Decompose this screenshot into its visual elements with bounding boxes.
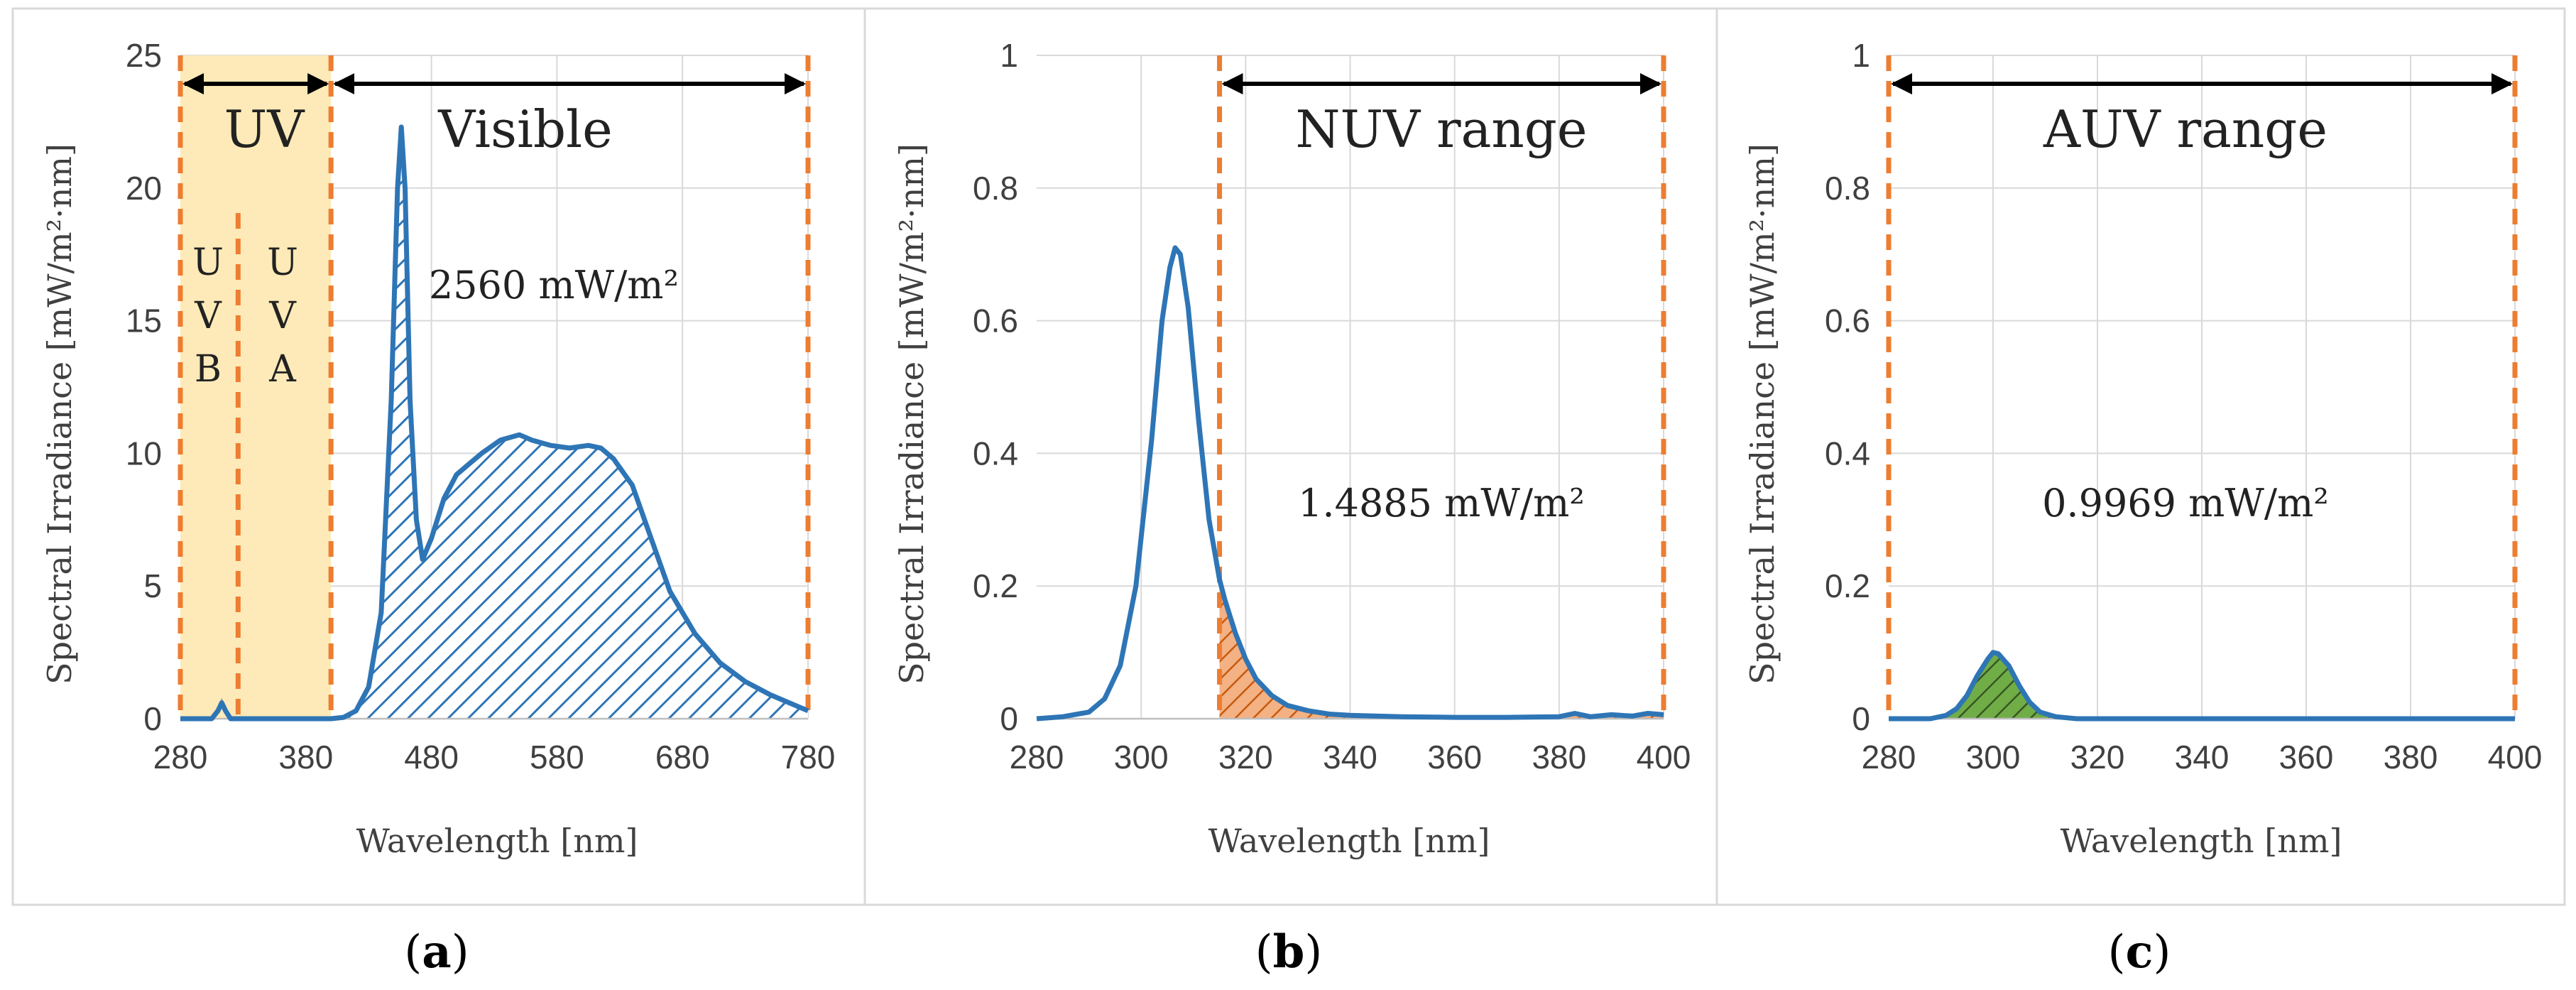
panel-b-range-label: NUV range (1296, 99, 1588, 159)
panel-a-uva-letter-1: U (267, 241, 298, 284)
c-y-tick-label: 0.4 (1825, 435, 1870, 472)
panel-b-y-ticks: 0 0.2 0.4 0.6 0.8 1 (973, 37, 1018, 737)
a-x-tick-label: 580 (530, 739, 584, 776)
panel-a-uv-region (180, 55, 332, 719)
a-y-tick-label: 15 (126, 303, 162, 339)
b-y-tick-label: 0.4 (973, 435, 1018, 472)
panel-a-uvb-letter-2: V (194, 295, 222, 337)
panel-a-x-axis-label: Wavelength [nm] (356, 822, 638, 860)
c-x-tick-label: 380 (2384, 739, 2438, 776)
panel-a-x-ticks: 280 380 480 580 680 780 (153, 739, 836, 776)
b-y-tick-label: 0.2 (973, 567, 1018, 604)
panel-b-value-annotation: 1.4885 mW/m² (1298, 481, 1585, 526)
panel-a-uvb-letter-1: U (192, 241, 224, 284)
panel-a-y-axis-label: Spectral Irradiance [mW/m²·nm] (40, 143, 79, 685)
panel-c-x-ticks: 280 300 320 340 360 380 400 (1862, 739, 2543, 776)
panel-c-caption-letter: c (2126, 925, 2154, 979)
panel-b-gridlines (1037, 55, 1664, 719)
c-x-tick-label: 320 (2070, 739, 2125, 776)
panel-c-value-annotation: 0.9969 mW/m² (2042, 481, 2329, 526)
b-x-tick-label: 340 (1323, 739, 1377, 776)
c-y-tick-label: 0.2 (1825, 567, 1870, 604)
panel-b-caption: (b) (1255, 925, 1323, 979)
b-y-tick-label: 0 (1000, 700, 1018, 737)
panel-b-y-axis-label: Spectral Irradiance [mW/m²·nm] (893, 143, 931, 685)
panel-a-dashed-lines (178, 55, 811, 719)
panel-a-uvb-letter-3: B (195, 348, 222, 391)
a-x-tick-label: 280 (153, 739, 208, 776)
b-x-tick-label: 300 (1114, 739, 1169, 776)
c-y-tick-label: 0.6 (1825, 303, 1870, 339)
panel-b-caption-letter: b (1273, 925, 1305, 979)
a-x-tick-label: 380 (278, 739, 333, 776)
panel-c-x-axis-label: Wavelength [nm] (2061, 822, 2342, 860)
panel-b: 280 300 320 340 360 380 400 0 0.2 0.4 0.6 0.8 1 NUV… (863, 7, 1718, 979)
panel-c-dashed-lines (1886, 55, 2518, 719)
panel-b-frame (863, 7, 1718, 906)
panel-a-caption: (a) (404, 925, 469, 979)
a-y-tick-label: 10 (126, 435, 162, 472)
a-x-tick-label: 480 (404, 739, 459, 776)
panel-a-frame (11, 7, 866, 906)
a-x-tick-label: 780 (781, 739, 836, 776)
b-x-tick-label: 320 (1218, 739, 1273, 776)
a-y-tick-label: 5 (143, 567, 162, 604)
panel-c-range-label: AUV range (2043, 99, 2327, 159)
a-y-tick-label: 25 (126, 37, 162, 74)
panel-a-visible-label: Visible (437, 99, 612, 159)
b-y-tick-label: 0.6 (973, 303, 1018, 339)
panel-b-x-axis-label: Wavelength [nm] (1208, 822, 1490, 860)
panel-a-series-line (180, 124, 809, 722)
panel-b-series-line (1036, 245, 1664, 722)
panel-a-uva-letter-3: A (268, 348, 297, 391)
c-y-tick-label: 1 (1852, 37, 1870, 74)
panel-c-frame (1715, 7, 2566, 906)
a-y-tick-label: 0 (143, 700, 162, 737)
b-y-tick-label: 0.8 (973, 170, 1018, 207)
panel-c-y-ticks: 0 0.2 0.4 0.6 0.8 1 (1825, 37, 1870, 737)
c-y-tick-label: 0 (1852, 700, 1870, 737)
panel-c-caption: (c) (2108, 925, 2171, 979)
panel-a-y-ticks: 0 5 10 15 20 25 (126, 37, 162, 737)
panel-b-dashed-lines (1217, 55, 1666, 719)
b-x-tick-label: 360 (1427, 739, 1482, 776)
c-y-tick-label: 0.8 (1825, 170, 1870, 207)
panel-a-shaded-area (331, 126, 808, 719)
c-x-tick-label: 300 (1966, 739, 2021, 776)
c-x-tick-label: 360 (2279, 739, 2334, 776)
b-x-tick-label: 400 (1637, 739, 1691, 776)
panel-b-shaded-area (1219, 579, 1664, 719)
c-x-tick-label: 400 (2488, 739, 2543, 776)
panel-a-uv-label: UV (224, 99, 306, 159)
panel-c: 280 300 320 340 360 380 400 0 0.2 0.4 0.6 0.8 1 AUV… (1715, 7, 2566, 979)
b-y-tick-label: 1 (1000, 37, 1018, 74)
b-x-tick-label: 280 (1010, 739, 1064, 776)
c-x-tick-label: 280 (1862, 739, 1916, 776)
a-x-tick-label: 680 (655, 739, 710, 776)
c-x-tick-label: 340 (2175, 739, 2230, 776)
panel-a-uva-letter-2: V (268, 295, 297, 337)
panel-c-y-axis-label: Spectral Irradiance [mW/m²·nm] (1743, 143, 1781, 685)
panel-a-caption-letter: a (422, 925, 451, 979)
b-x-tick-label: 380 (1532, 739, 1586, 776)
panel-b-x-ticks: 280 300 320 340 360 380 400 (1010, 739, 1691, 776)
panel-c-series-line (1889, 650, 2515, 722)
a-y-tick-label: 20 (126, 170, 162, 207)
panel-a-value-annotation: 2560 mW/m² (429, 263, 679, 308)
